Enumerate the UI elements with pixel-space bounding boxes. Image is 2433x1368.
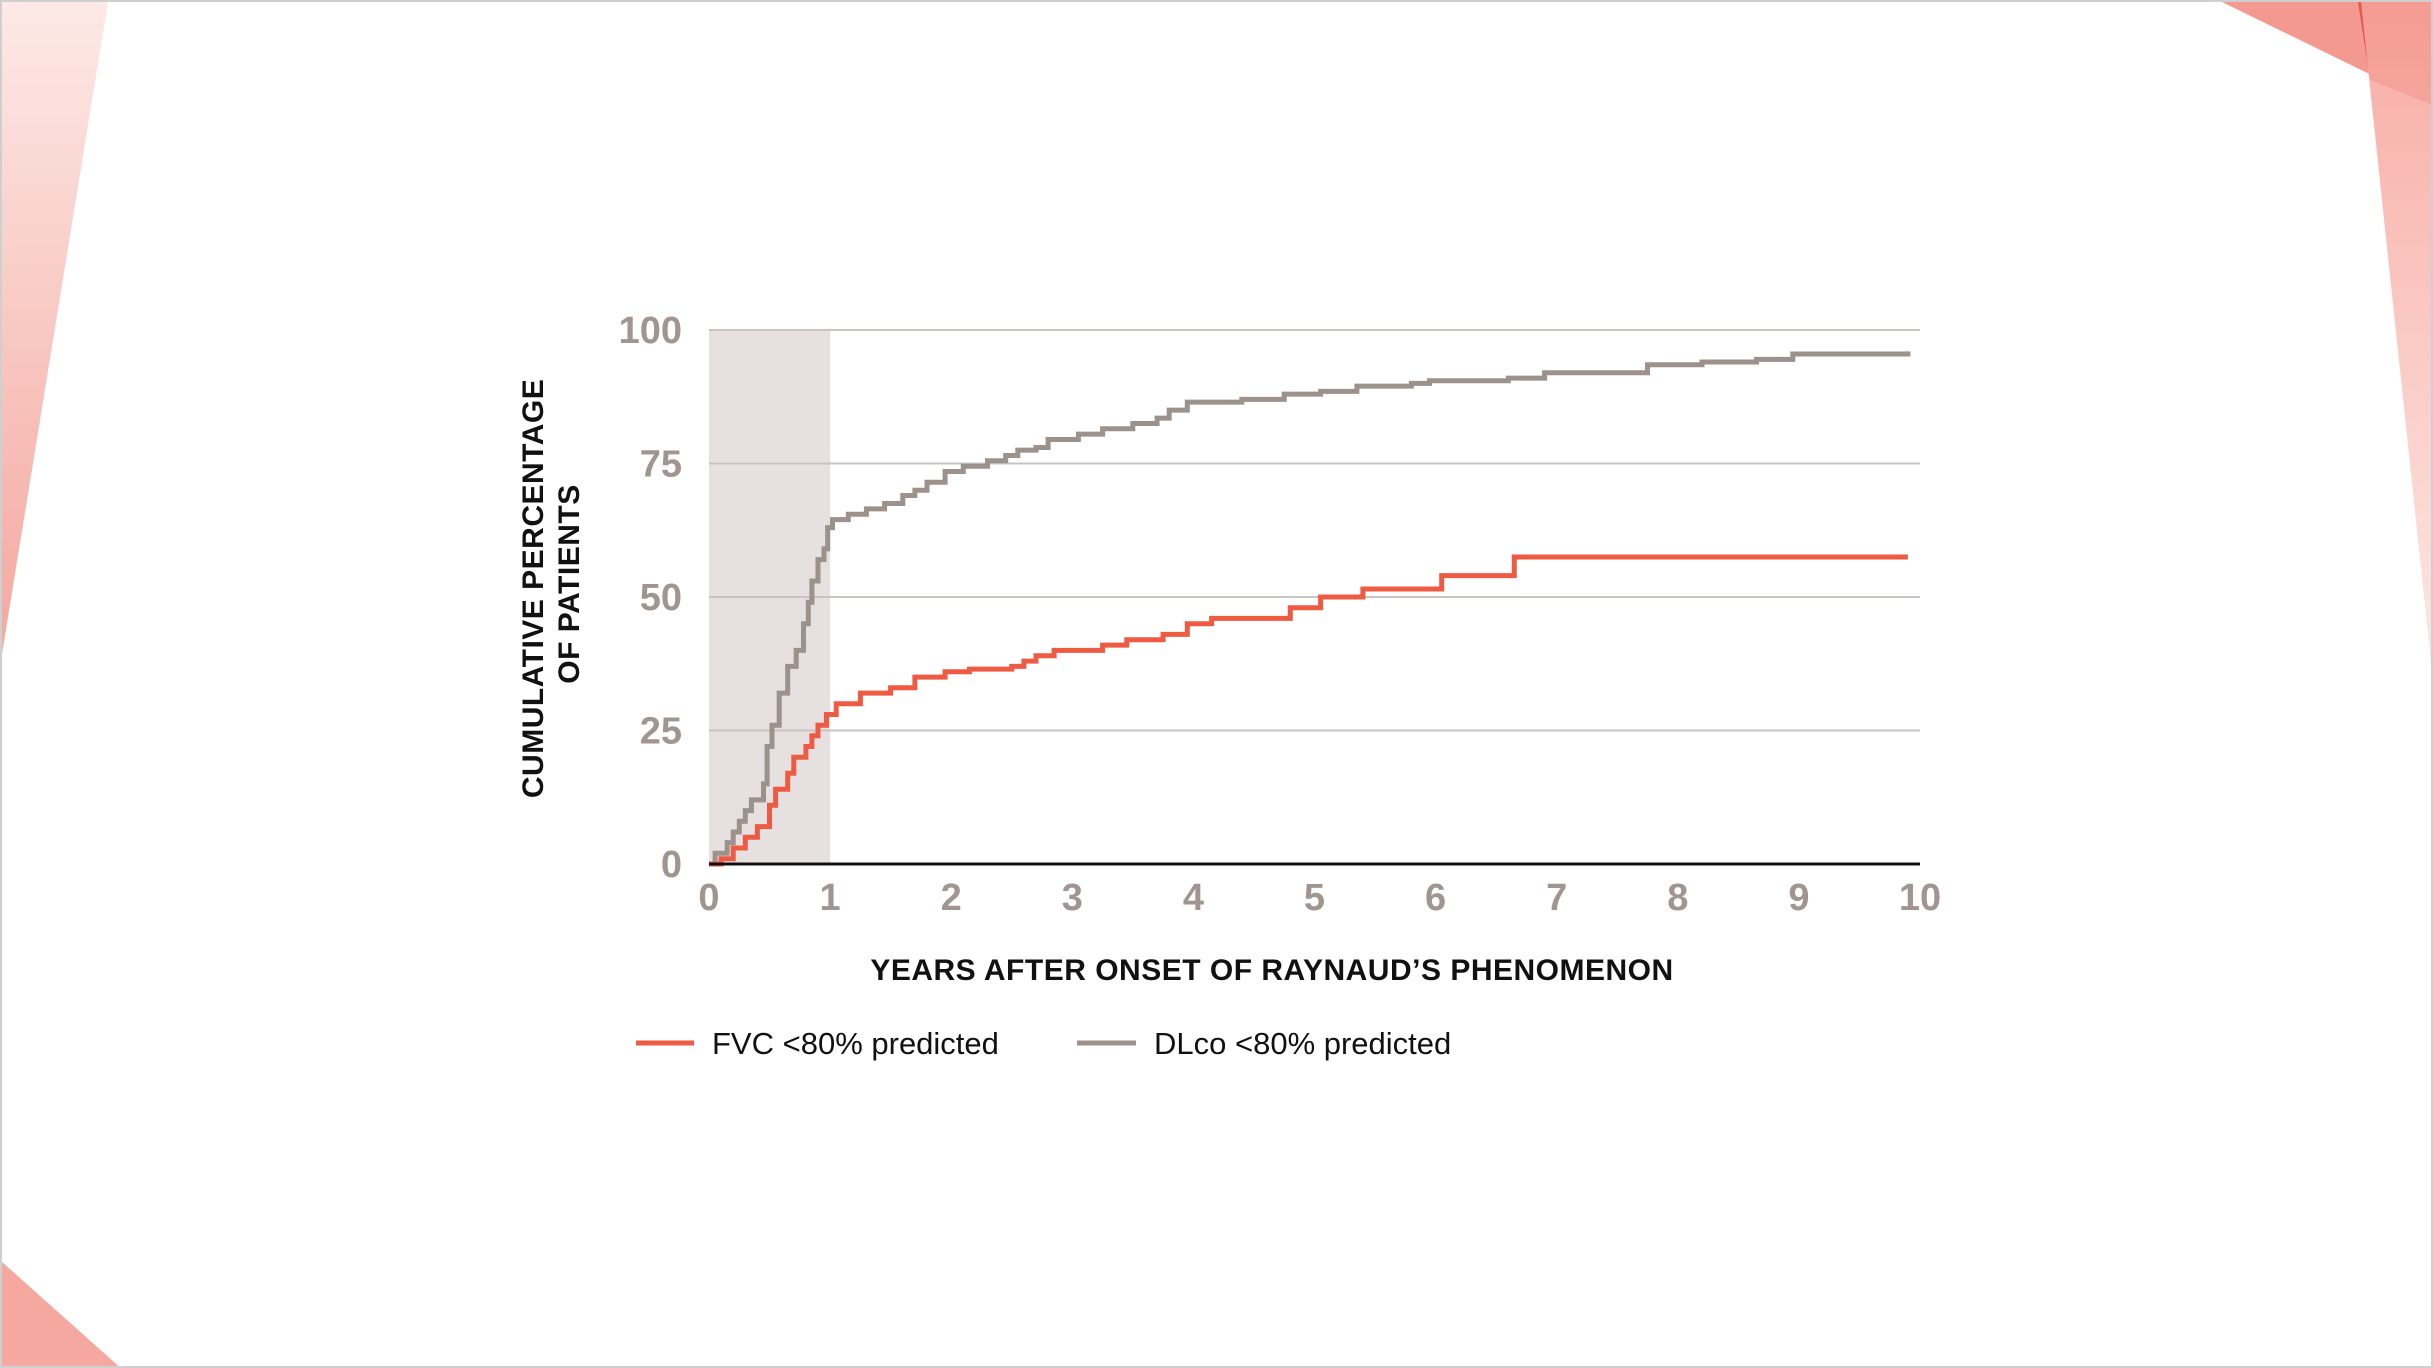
legend-label-fvc: FVC <80% predicted	[712, 1026, 999, 1061]
x-tick-label-5: 5	[1304, 877, 1325, 919]
series-line-dlco	[709, 351, 1911, 867]
x-axis-title: YEARS AFTER ONSET OF RAYNAUD’S PHENOMENO…	[870, 954, 1673, 987]
y-tick-label-75: 75	[640, 444, 682, 486]
y-tick-label-25: 25	[640, 711, 682, 753]
bottom-left-accent-shape	[2, 1262, 119, 1366]
y-axis-title-line-1: CUMULATIVE PERCENTAGE	[517, 379, 550, 798]
x-tick-label-2: 2	[941, 877, 962, 919]
y-tick-label-50: 50	[640, 577, 682, 619]
right-edge-accent-shape	[2361, 2, 2431, 663]
series-line-fvc	[709, 554, 1908, 867]
x-tick-label-1: 1	[820, 877, 841, 919]
x-tick-label-3: 3	[1062, 877, 1083, 919]
x-tick-label-9: 9	[1788, 877, 1809, 919]
left-accent-shape	[2, 2, 108, 654]
legend: FVC <80% predicted DLco <80% predicted	[636, 1026, 1451, 1061]
legend-label-dlco: DLco <80% predicted	[1154, 1026, 1451, 1061]
x-tick-label-10: 10	[1899, 877, 1941, 919]
y-tick-label-100: 100	[619, 310, 682, 352]
x-tick-label-8: 8	[1667, 877, 1688, 919]
y-axis-title: CUMULATIVE PERCENTAGE OF PATIENTS	[517, 370, 586, 798]
x-tick-label-4: 4	[1183, 877, 1204, 919]
x-tick-label-0: 0	[698, 877, 719, 919]
x-tick-label-6: 6	[1425, 877, 1446, 919]
y-axis-title-line-2: OF PATIENTS	[553, 484, 586, 683]
y-tick-label-0: 0	[661, 844, 682, 886]
x-tick-label-7: 7	[1546, 877, 1567, 919]
